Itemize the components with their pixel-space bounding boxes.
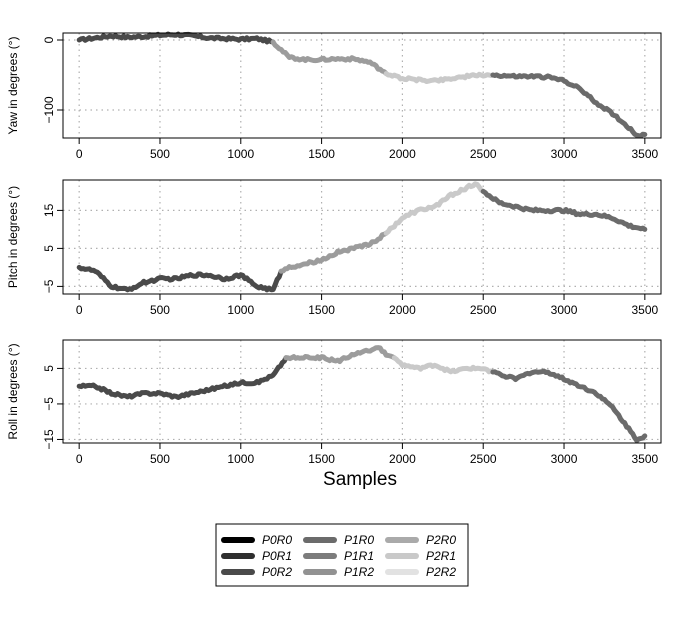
legend-label-P0R0: P0R0: [262, 533, 292, 547]
legend-label-P1R1: P1R1: [344, 549, 374, 563]
panel-1: 0 500 1000 1500 2000 2500 3000 3500 0 −100 Yaw in …: [6, 31, 662, 161]
x-tick-label: 3000: [551, 303, 578, 317]
series-P1R2: [283, 345, 397, 365]
series-P2R1: [391, 355, 496, 375]
y-tick-label: 5: [42, 365, 56, 372]
series-P1R2: [270, 39, 389, 77]
y-axis-title: Pitch in degrees (°): [6, 186, 20, 288]
y-tick-label: −5: [42, 397, 56, 411]
x-tick-label: 1500: [308, 147, 335, 161]
x-tick-label: 1500: [308, 303, 335, 317]
x-tick-label: 1500: [308, 452, 335, 466]
x-tick-label: 3000: [551, 147, 578, 161]
x-tick-label: 3500: [631, 452, 658, 466]
series-P1R0: [480, 188, 648, 232]
series-P1R0: [490, 72, 648, 139]
x-tick-label: 500: [150, 147, 170, 161]
plot-frame: [62, 179, 662, 295]
series-P1R2: [278, 230, 389, 274]
x-tick-label: 2500: [470, 452, 497, 466]
x-tick-label: 500: [150, 303, 170, 317]
y-tick-label: 0: [42, 36, 56, 43]
x-tick-label: 1000: [227, 147, 254, 161]
y-tick-label: −5: [42, 279, 56, 293]
y-axis-title: Roll in degrees (°): [6, 343, 20, 439]
y-axis-title: Yaw in degrees (°): [6, 37, 20, 135]
series-P1R0: [490, 368, 648, 444]
legend-label-P2R0: P2R0: [426, 533, 456, 547]
y-tick-label: 15: [42, 203, 56, 217]
x-tick-label: 0: [76, 303, 83, 317]
x-tick-label: 2500: [470, 147, 497, 161]
plot-frame: [62, 339, 662, 444]
series-P0R2: [76, 31, 276, 45]
legend-label-P2R2: P2R2: [426, 565, 456, 579]
series-P2R1: [383, 71, 496, 84]
panel-3: 0 500 1000 1500 2000 2500 3000 3500 −15 −5 5 Roll i…: [6, 339, 662, 466]
y-tick-label: 5: [42, 245, 56, 252]
series-P2R1: [383, 181, 486, 236]
legend-label-P1R2: P1R2: [344, 565, 374, 579]
x-tick-label: 3500: [631, 303, 658, 317]
x-tick-label: 0: [76, 452, 83, 466]
x-tick-label: 2500: [470, 303, 497, 317]
x-tick-label: 3000: [551, 452, 578, 466]
series-P0R2: [76, 264, 284, 293]
legend-label-P1R0: P1R0: [344, 533, 374, 547]
legend-label-P2R1: P2R1: [426, 549, 456, 563]
legend-label-P0R2: P0R2: [262, 565, 292, 579]
x-axis-title: Samples: [323, 469, 397, 490]
x-tick-label: 2000: [389, 303, 416, 317]
legend-box: [215, 523, 469, 587]
legend: P0R0 P0R1 P0R2 P1R0 P1R1 P1R2 P2R0 P2R1 P2R2: [215, 523, 469, 587]
x-tick-label: 2000: [389, 452, 416, 466]
legend-label-P0R1: P0R1: [262, 549, 292, 563]
x-tick-label: 2000: [389, 147, 416, 161]
y-tick-label: −15: [42, 429, 56, 450]
x-tick-label: 3500: [631, 147, 658, 161]
series-P0R2: [76, 355, 289, 400]
x-tick-label: 1000: [227, 452, 254, 466]
x-tick-label: 500: [150, 452, 170, 466]
y-tick-label: −100: [42, 96, 56, 123]
x-tick-label: 0: [76, 147, 83, 161]
plot-frame: [62, 32, 662, 139]
x-tick-label: 1000: [227, 303, 254, 317]
panel-2: 0 500 1000 1500 2000 2500 3000 3500 −5 5 15 Pitch i…: [6, 179, 662, 317]
